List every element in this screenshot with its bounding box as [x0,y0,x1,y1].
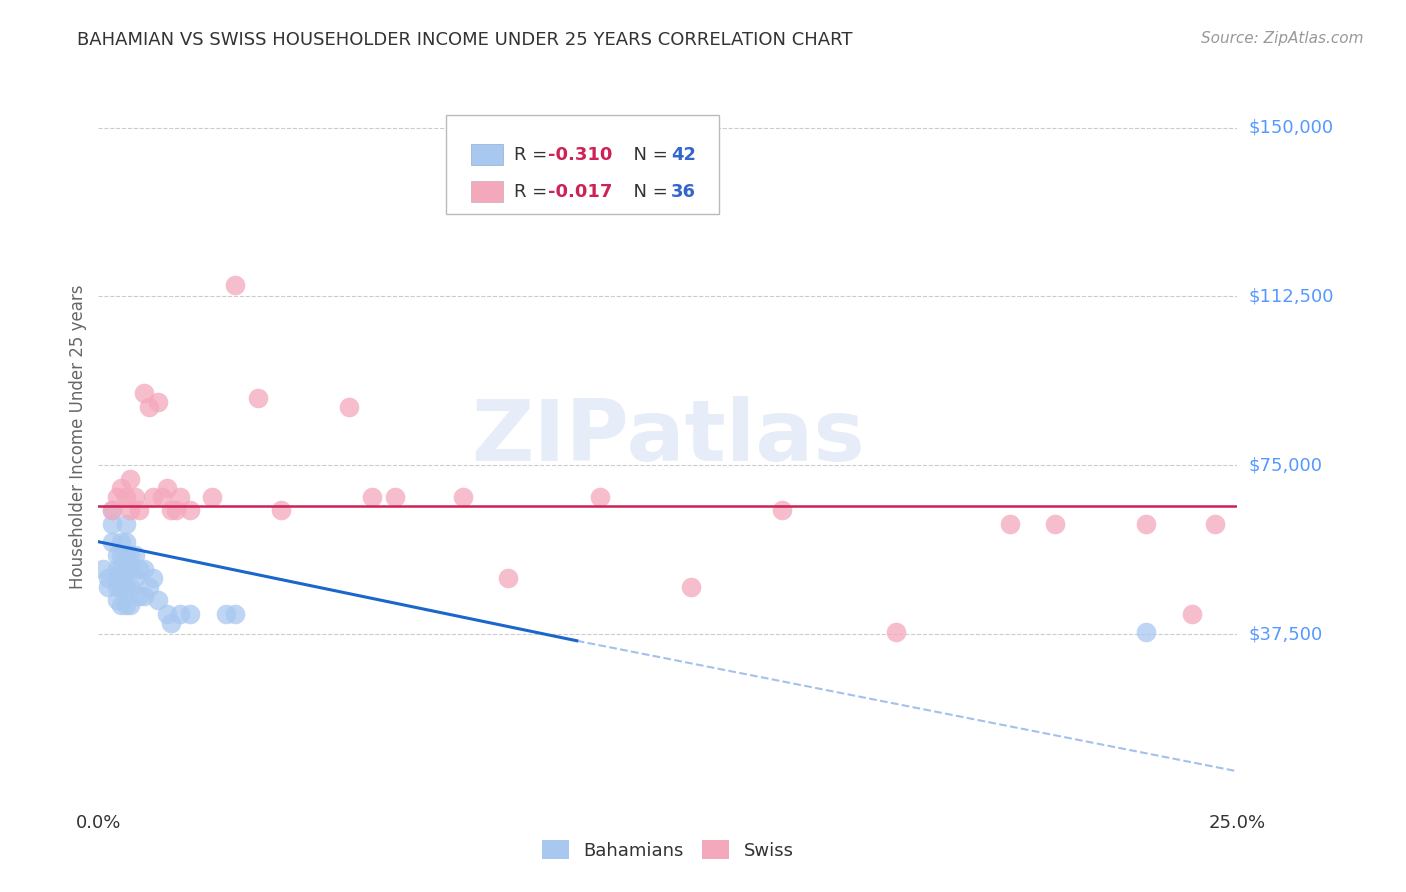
Point [1135,516,1157,531]
Point [138,400,160,414]
Text: 42: 42 [671,145,696,163]
Point [110,548,132,562]
Point [169,607,191,621]
Point [179,607,201,621]
Point [105,490,128,504]
Point [150,490,173,504]
FancyBboxPatch shape [446,115,718,214]
Point [96,571,118,585]
Point [160,503,183,517]
Point [110,580,132,594]
Point [142,571,165,585]
Point [1043,516,1066,531]
Point [1181,607,1204,621]
Point [114,534,136,549]
Point [138,580,160,594]
Point [201,490,224,504]
Point [114,562,136,576]
Point [105,571,128,585]
Point [1135,624,1157,639]
Point [124,571,146,585]
Point [105,580,128,594]
Point [124,490,146,504]
Point [120,503,142,517]
Text: BAHAMIAN VS SWISS HOUSEHOLDER INCOME UNDER 25 YEARS CORRELATION CHART: BAHAMIAN VS SWISS HOUSEHOLDER INCOME UND… [77,31,853,49]
Point [156,481,179,495]
Point [120,472,142,486]
Text: Source: ZipAtlas.com: Source: ZipAtlas.com [1201,31,1364,46]
Text: R =: R = [515,145,553,163]
Text: $37,500: $37,500 [1249,625,1323,643]
Bar [471,181,503,202]
Point [101,503,124,517]
Point [105,548,128,562]
Point [360,490,382,504]
Point [120,548,142,562]
Point [588,490,610,504]
Text: -0.310: -0.310 [548,145,613,163]
Point [146,395,169,409]
Point [91,562,114,576]
Point [224,278,246,293]
Point [770,503,793,517]
Text: ZIPatlas: ZIPatlas [471,395,865,479]
Point [114,580,136,594]
Point [110,598,132,612]
Point [128,503,150,517]
Point [884,624,907,639]
Text: $150,000: $150,000 [1249,119,1333,136]
Point [169,490,191,504]
Point [132,589,155,603]
Point [101,516,124,531]
Point [384,490,406,504]
Point [114,490,136,504]
Point [114,516,136,531]
Point [142,490,165,504]
Y-axis label: Householder Income Under 25 years: Householder Income Under 25 years [69,285,87,590]
Point [270,503,292,517]
Point [246,391,269,405]
Point [96,580,118,594]
Point [337,400,360,414]
Point [128,589,150,603]
Point [105,593,128,607]
Point [179,503,201,517]
Text: N =: N = [623,145,673,163]
Point [101,503,124,517]
Point [160,615,183,630]
Point [110,562,132,576]
Point [101,534,124,549]
Point [165,503,187,517]
Point [498,571,520,585]
Text: $112,500: $112,500 [1249,287,1334,305]
Point [132,562,155,576]
Point [215,607,238,621]
Point [114,548,136,562]
Point [146,593,169,607]
Point [451,490,474,504]
Text: R =: R = [515,183,553,201]
Point [132,386,155,401]
Point [124,548,146,562]
Text: $75,000: $75,000 [1249,456,1323,475]
Point [1204,516,1226,531]
Point [679,580,702,594]
Bar [471,145,503,165]
Point [120,580,142,594]
Text: -0.017: -0.017 [548,183,613,201]
Point [224,607,246,621]
Point [114,598,136,612]
Point [110,534,132,549]
Point [998,516,1021,531]
Point [120,598,142,612]
Point [128,562,150,576]
Point [105,562,128,576]
Point [120,562,142,576]
Text: N =: N = [623,183,673,201]
Point [156,607,179,621]
Legend: Bahamians, Swiss: Bahamians, Swiss [534,833,801,867]
Point [110,481,132,495]
Text: 36: 36 [671,183,696,201]
